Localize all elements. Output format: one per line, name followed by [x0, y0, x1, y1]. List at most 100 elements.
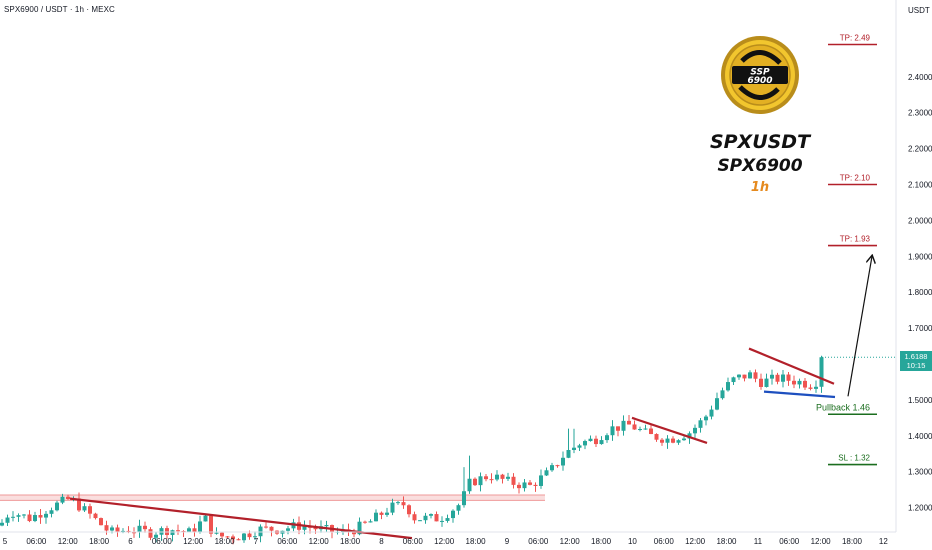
candle-body	[258, 526, 263, 537]
candle-body	[456, 505, 461, 511]
candle-body	[467, 478, 472, 492]
candle-body	[60, 496, 65, 503]
x-tick-label: 12:00	[58, 537, 79, 546]
candle-body	[385, 512, 389, 515]
candle-body	[11, 516, 15, 518]
candle-body	[170, 530, 175, 535]
candle-body	[253, 536, 257, 538]
candle-body	[814, 386, 818, 389]
candle-body	[726, 382, 730, 391]
candle-body	[203, 515, 208, 522]
candle-body	[759, 378, 763, 387]
candle-body	[143, 525, 147, 530]
x-tick-label: 18:00	[89, 537, 110, 546]
currency-label: USDT	[908, 6, 930, 15]
candle-body	[38, 515, 43, 518]
candle-body	[737, 374, 741, 378]
candle-body	[649, 428, 653, 435]
candle-body	[236, 539, 241, 541]
candle-body	[720, 390, 725, 399]
candle-body	[539, 475, 543, 486]
candle-body	[192, 528, 197, 533]
candle-body	[643, 428, 648, 430]
candle-body	[352, 531, 356, 535]
candle-body	[748, 372, 752, 379]
x-tick-label: 06:00	[26, 537, 47, 546]
candle-body	[137, 525, 142, 533]
candle-body	[511, 476, 516, 485]
candle-body	[27, 514, 32, 522]
candle-body	[55, 502, 59, 511]
candle-body	[82, 506, 87, 511]
candle-body	[572, 447, 576, 451]
candle-body	[506, 476, 510, 479]
candle-body	[16, 515, 21, 517]
y-tick-label: 1.9000	[908, 252, 932, 261]
x-tick-label: 18:00	[716, 537, 737, 546]
candle-body	[22, 514, 26, 516]
level-label-target: TP: 2.10	[840, 174, 871, 183]
candle-body	[242, 533, 246, 541]
candle-body	[104, 525, 109, 531]
candle-body	[88, 506, 92, 514]
x-tick-label: 12:00	[811, 537, 832, 546]
candle-body	[709, 409, 714, 417]
candle-body	[49, 510, 54, 514]
candle-body	[803, 380, 807, 388]
candle-body	[231, 536, 235, 540]
candle-body	[429, 514, 433, 516]
candle-body	[522, 482, 527, 489]
svg-text:SSP: SSP	[750, 68, 770, 78]
candle-body	[517, 484, 521, 489]
candle-body	[797, 380, 802, 385]
candle-body	[99, 518, 103, 526]
candle-body	[786, 374, 791, 381]
candle-body	[357, 521, 362, 535]
candle-body	[423, 515, 428, 521]
x-tick-label: 8	[379, 537, 384, 546]
bar-countdown: 10:15	[906, 361, 926, 371]
candle-body	[198, 521, 202, 533]
candle-body	[93, 513, 98, 519]
candle-body	[550, 465, 554, 471]
candle-body	[324, 525, 329, 527]
symbol-header[interactable]: SPX6900 / USDT · 1h · MEXC	[4, 5, 115, 14]
candle-body	[632, 424, 637, 430]
candle-body	[0, 522, 4, 526]
candle-body	[715, 398, 719, 410]
x-tick-label: 18:00	[842, 537, 863, 546]
candle-body	[561, 457, 565, 466]
candle-body	[731, 377, 736, 383]
candle-body	[5, 517, 10, 523]
y-tick-label: 1.5000	[908, 396, 932, 405]
wedge-resistance-line	[748, 347, 835, 385]
level-label-target: TP: 1.93	[840, 235, 871, 244]
y-tick-label: 2.0000	[908, 216, 932, 225]
candle-body	[225, 536, 230, 538]
candle-body	[566, 450, 571, 458]
candle-body	[792, 380, 796, 385]
candle-body	[286, 528, 290, 531]
candle-body	[660, 439, 664, 443]
candle-body	[742, 374, 747, 379]
x-tick-label: 18:00	[340, 537, 361, 546]
candle-body	[374, 512, 378, 522]
x-tick-label: 06:00	[654, 537, 675, 546]
candle-body	[610, 426, 615, 436]
x-tick-label: 5	[3, 537, 8, 546]
candle-body	[627, 420, 631, 425]
y-tick-label: 2.1000	[908, 181, 932, 190]
candle-body	[220, 532, 224, 537]
candle-body	[434, 514, 439, 522]
candle-body	[66, 496, 70, 500]
candle-body	[462, 491, 466, 506]
candle-body	[770, 374, 774, 379]
y-tick-label: 1.7000	[908, 324, 932, 333]
candle-body	[154, 534, 158, 538]
candle-body	[583, 441, 587, 446]
candle-body	[396, 502, 400, 504]
candle-body	[599, 440, 604, 445]
candle-body	[379, 512, 384, 515]
